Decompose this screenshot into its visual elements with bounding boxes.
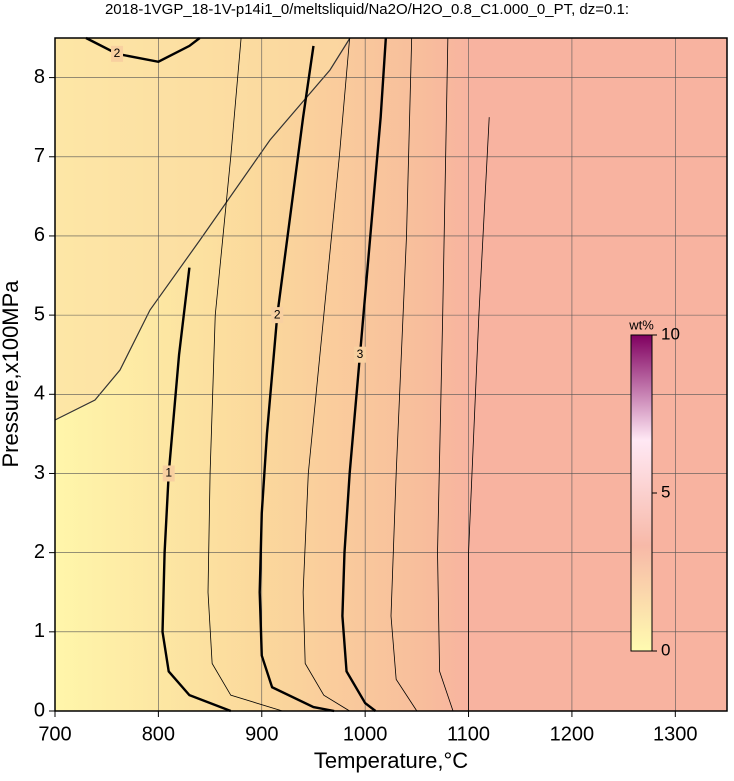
y-tick-label: 8 bbox=[34, 66, 45, 88]
y-tick-label: 0 bbox=[34, 699, 45, 721]
contour-line bbox=[390, 37, 418, 712]
x-tick-label: 1200 bbox=[550, 723, 595, 745]
x-tick-label: 800 bbox=[142, 723, 175, 745]
y-tick-label: 6 bbox=[34, 224, 45, 246]
contour-label-bg bbox=[353, 346, 366, 363]
y-tick-label: 4 bbox=[34, 383, 45, 405]
x-axis-label: Temperature,°C bbox=[314, 748, 468, 773]
x-tick-label: 1000 bbox=[343, 723, 388, 745]
colorbar-tick-label: 0 bbox=[661, 640, 670, 659]
contour-line bbox=[302, 37, 351, 712]
contour-label: 2 bbox=[114, 46, 121, 60]
y-tick-label: 1 bbox=[34, 620, 45, 642]
x-tick-label: 700 bbox=[38, 723, 71, 745]
phase-region bbox=[55, 38, 350, 420]
y-axis-label: Pressure,x100MPa bbox=[0, 280, 23, 468]
contour-line bbox=[161, 267, 232, 713]
contour-line bbox=[207, 37, 283, 712]
phase-boundary bbox=[54, 37, 351, 421]
contour-line bbox=[341, 37, 388, 712]
y-tick-label: 2 bbox=[34, 541, 45, 563]
colorbar-tick-label: 5 bbox=[661, 482, 670, 501]
contour-label-bg bbox=[271, 307, 284, 324]
contour-line bbox=[468, 117, 490, 711]
contour-line bbox=[437, 37, 454, 712]
colorbar bbox=[630, 334, 653, 652]
x-tick-label: 900 bbox=[245, 723, 278, 745]
y-tick-label: 5 bbox=[34, 303, 45, 325]
chart-title: 2018-1VGP_18-1V-p14i1_0/meltsliquid/Na2O… bbox=[105, 1, 629, 18]
contour-line bbox=[85, 36, 201, 64]
contour-label: 3 bbox=[357, 347, 364, 361]
y-tick-label: 3 bbox=[34, 462, 45, 484]
contour-label: 2 bbox=[274, 307, 281, 321]
contour-line bbox=[258, 45, 335, 713]
x-tick-label: 1300 bbox=[653, 723, 698, 745]
y-tick-label: 7 bbox=[34, 145, 45, 167]
x-tick-label: 1100 bbox=[447, 723, 490, 745]
colorbar-label: wt% bbox=[628, 317, 654, 332]
colorbar-tick-label: 10 bbox=[661, 324, 680, 343]
contour-label-bg bbox=[111, 45, 124, 62]
contour-label-bg bbox=[162, 465, 175, 482]
plot-frame bbox=[54, 37, 728, 712]
contour-label: 1 bbox=[165, 466, 172, 480]
